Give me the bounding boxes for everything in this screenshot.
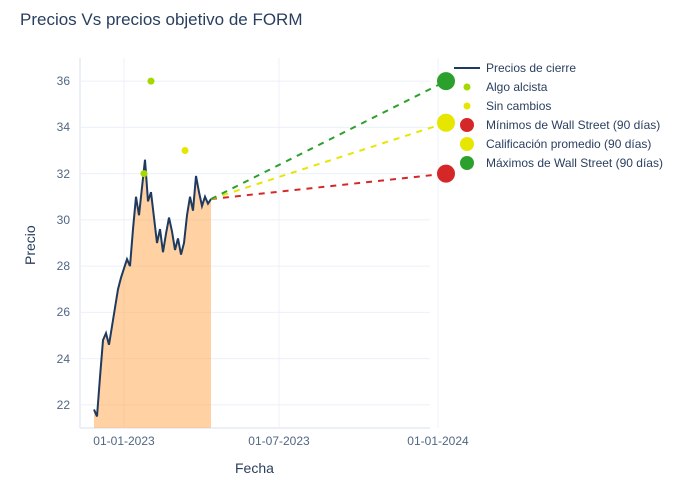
legend-item-wall_high[interactable]: Máximos de Wall Street (90 días) [452,153,663,172]
y-tick-label: 28 [30,259,70,273]
y-tick-label: 34 [30,120,70,134]
legend-label: Mínimos de Wall Street (90 días) [486,118,660,132]
bullish-point [148,78,155,85]
x-axis-ticks: 01-01-202301-07-202301-01-2024 [80,434,430,454]
legend-swatch [452,137,482,151]
nochange-point [182,147,189,154]
y-tick-label: 32 [30,167,70,181]
legend-swatch [452,99,482,113]
legend-label: Algo alcista [486,80,547,94]
y-tick-label: 30 [30,213,70,227]
y-axis-ticks: 22 24 26 28 30 32 34 36 [30,58,70,428]
legend-swatch [452,156,482,170]
x-tick-label: 01-01-2023 [79,434,169,448]
x-tick-label: 01-07-2023 [234,434,324,448]
y-tick-label: 22 [30,398,70,412]
legend-item-bullish[interactable]: Algo alcista [452,77,663,96]
wall_avg-line [211,123,446,199]
chart-svg [80,58,430,428]
x-tick-label: 01-01-2024 [393,434,483,448]
x-axis-title: Fecha [235,460,274,476]
legend-item-wall_low[interactable]: Mínimos de Wall Street (90 días) [452,115,663,134]
y-tick-label: 26 [30,305,70,319]
chart-title: Precios Vs precios objetivo de FORM [20,10,303,30]
legend-item-wall_avg[interactable]: Calificación promedio (90 días) [452,134,663,153]
legend-item-close_prices[interactable]: Precios de cierre [452,58,663,77]
legend-label: Calificación promedio (90 días) [486,137,651,151]
plot-area [80,58,430,428]
bullish-point [141,170,148,177]
legend-swatch [452,118,482,132]
y-tick-label: 36 [30,74,70,88]
legend: Precios de cierre Algo alcista Sin cambios… [452,58,663,172]
wall_low-line [211,174,446,199]
legend-label: Máximos de Wall Street (90 días) [486,156,663,170]
legend-item-nochange[interactable]: Sin cambios [452,96,663,115]
y-tick-label: 24 [30,352,70,366]
legend-label: Sin cambios [486,99,551,113]
wall_high-line [211,81,446,199]
legend-swatch [452,61,482,75]
legend-label: Precios de cierre [486,61,576,75]
legend-swatch [452,80,482,94]
